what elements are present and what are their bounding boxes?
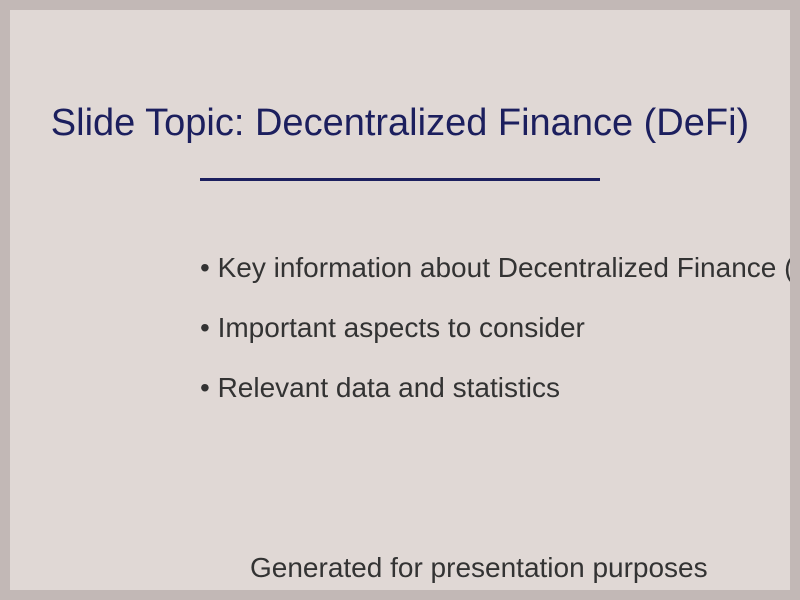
title-underline	[200, 178, 600, 181]
slide: Slide Topic: Decentralized Finance (DeFi…	[10, 10, 790, 590]
bullet-item: • Important aspects to consider	[200, 312, 585, 343]
bullet-item: • Relevant data and statistics	[200, 372, 560, 403]
bullet-item: • Key information about Decentralized Fi…	[200, 252, 790, 283]
slide-title: Slide Topic: Decentralized Finance (DeFi…	[50, 102, 750, 144]
bullet-list: • Key information about Decentralized Fi…	[200, 250, 790, 430]
slide-footer: Generated for presentation purposes	[250, 552, 708, 583]
